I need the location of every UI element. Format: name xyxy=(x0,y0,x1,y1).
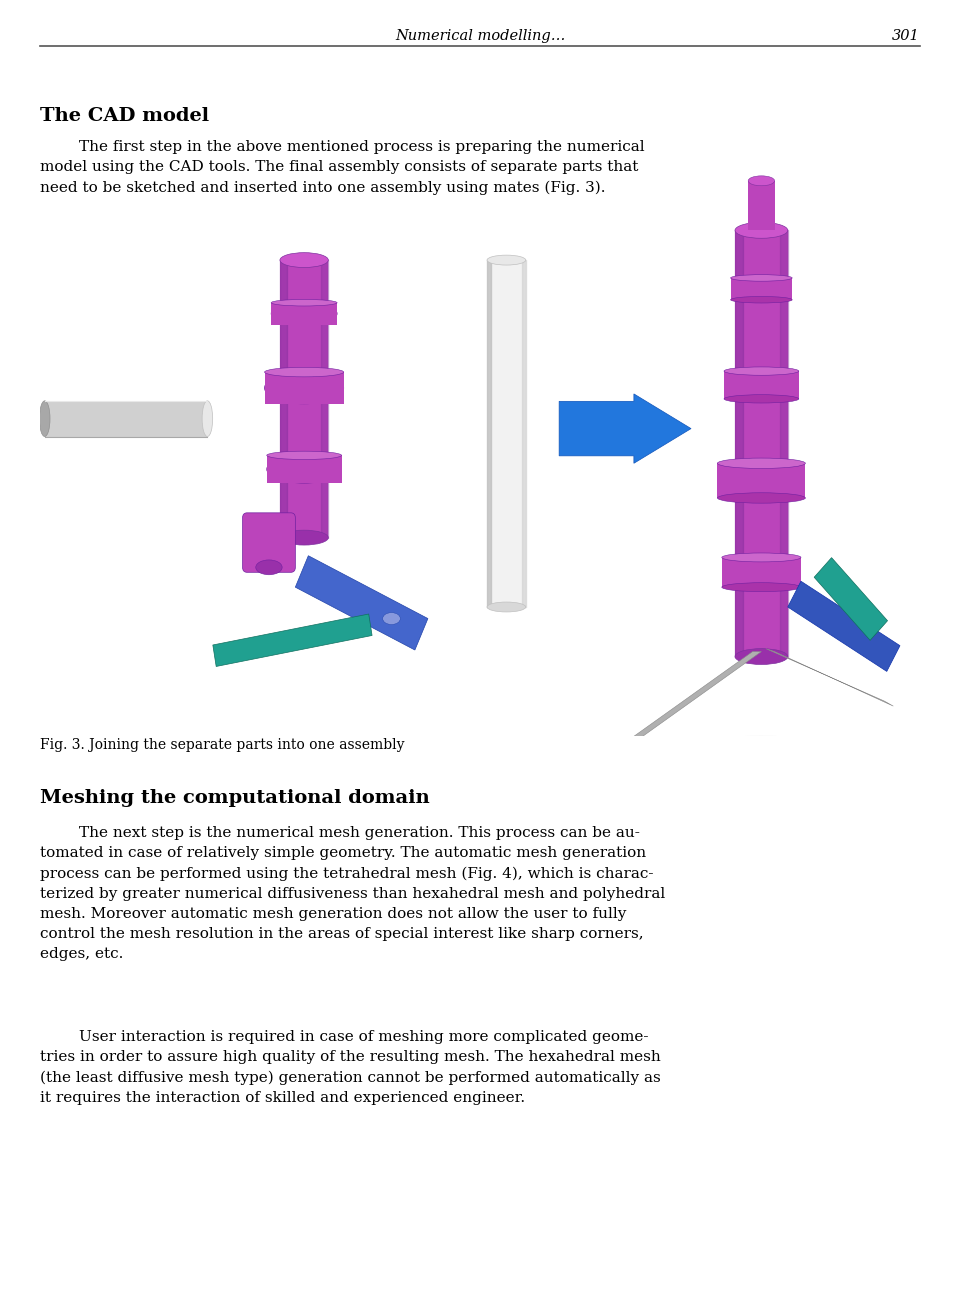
Bar xyxy=(280,260,328,537)
Text: User interaction is required in case of meshing more complicated geome-
tries in: User interaction is required in case of … xyxy=(40,1030,661,1104)
Ellipse shape xyxy=(203,401,213,437)
Polygon shape xyxy=(559,393,691,463)
Bar xyxy=(265,372,344,404)
Text: 301: 301 xyxy=(892,29,920,43)
Polygon shape xyxy=(621,652,761,746)
Text: The first step in the above mentioned process is preparing the numerical
model u: The first step in the above mentioned pr… xyxy=(40,140,645,195)
Ellipse shape xyxy=(731,297,792,303)
Polygon shape xyxy=(788,582,900,672)
Ellipse shape xyxy=(724,367,799,375)
Polygon shape xyxy=(766,648,894,706)
Ellipse shape xyxy=(731,274,792,281)
Ellipse shape xyxy=(735,222,788,238)
Polygon shape xyxy=(296,555,428,650)
Bar xyxy=(722,558,801,587)
Ellipse shape xyxy=(735,648,788,664)
Bar xyxy=(724,371,799,399)
Bar xyxy=(731,278,792,299)
Ellipse shape xyxy=(487,603,526,612)
Ellipse shape xyxy=(267,455,342,484)
Ellipse shape xyxy=(717,493,805,503)
Bar xyxy=(487,260,526,606)
Ellipse shape xyxy=(280,531,328,545)
Ellipse shape xyxy=(255,559,282,575)
Text: The CAD model: The CAD model xyxy=(40,107,209,125)
Ellipse shape xyxy=(630,736,894,775)
FancyBboxPatch shape xyxy=(243,512,296,572)
Ellipse shape xyxy=(724,395,799,403)
Ellipse shape xyxy=(383,613,400,625)
Ellipse shape xyxy=(722,583,801,592)
Ellipse shape xyxy=(280,252,328,268)
Text: Numerical modelling…: Numerical modelling… xyxy=(395,29,565,43)
Text: Meshing the computational domain: Meshing the computational domain xyxy=(40,789,430,808)
Ellipse shape xyxy=(39,401,50,437)
Text: The next step is the numerical mesh generation. This process can be au-
tomated : The next step is the numerical mesh gene… xyxy=(40,826,665,961)
Bar xyxy=(717,463,805,498)
Bar xyxy=(735,230,788,656)
Ellipse shape xyxy=(271,303,337,324)
Ellipse shape xyxy=(748,176,775,186)
Ellipse shape xyxy=(267,451,342,460)
Bar xyxy=(748,180,775,230)
Bar xyxy=(45,401,207,437)
Text: Fig. 3. Joining the separate parts into one assembly: Fig. 3. Joining the separate parts into … xyxy=(40,738,405,753)
Polygon shape xyxy=(213,614,372,667)
Bar xyxy=(271,303,337,324)
Ellipse shape xyxy=(265,372,344,404)
Ellipse shape xyxy=(271,299,337,306)
Bar xyxy=(267,455,342,484)
Ellipse shape xyxy=(717,457,805,468)
Ellipse shape xyxy=(722,553,801,562)
Ellipse shape xyxy=(265,367,344,376)
Ellipse shape xyxy=(487,255,526,265)
Polygon shape xyxy=(814,558,888,640)
